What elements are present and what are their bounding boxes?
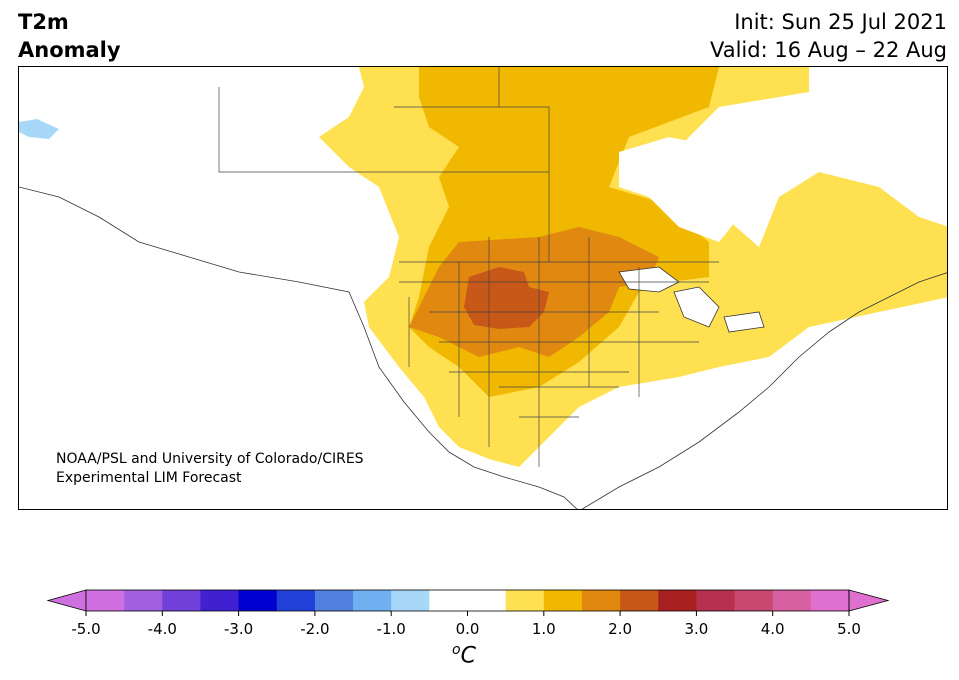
- unit-base: C: [460, 643, 476, 669]
- colorbar-swatch: [810, 590, 850, 611]
- map-canvas: [19, 67, 947, 509]
- colorbar-swatch: [772, 590, 812, 611]
- colorbar-swatch: [543, 590, 583, 611]
- colorbar-arrow-low: [46, 589, 87, 612]
- colorbar-swatch: [162, 590, 201, 611]
- colorbar-tick-label: 2.0: [608, 620, 633, 638]
- colorbar-tick-label: 4.0: [760, 620, 785, 638]
- valid-date: Valid: 16 Aug – 22 Aug: [709, 38, 947, 62]
- colorbar-tick-label: 3.0: [684, 620, 709, 638]
- colorbar-swatch: [467, 590, 507, 611]
- hudson-bay: [619, 137, 749, 242]
- colorbar-tick-label: -1.0: [376, 620, 406, 638]
- coastline: [19, 186, 947, 509]
- colorbar-swatch: [658, 590, 697, 611]
- colorbar-swatch: [734, 590, 774, 611]
- unit-superscript: o: [452, 642, 461, 658]
- colorbar-swatch: [696, 590, 736, 611]
- colorbar-tick-label: 0.0: [455, 620, 480, 638]
- colorbar-swatch: [429, 590, 468, 611]
- anomaly-map: NOAA/PSL and University of Colorado/CIRE…: [18, 66, 948, 510]
- colorbar-swatch: [620, 590, 659, 611]
- credit-line-1: NOAA/PSL and University of Colorado/CIRE…: [56, 451, 364, 467]
- map-title: T2m Anomaly: [18, 8, 121, 64]
- forecast-dates: Init: Sun 25 Jul 2021 Valid: 16 Aug – 22…: [710, 8, 947, 64]
- colorbar-swatch: [200, 590, 240, 611]
- colorbar-ticks: [85, 611, 850, 616]
- colorbar-arrow-high: [848, 589, 890, 612]
- title-line-2: Anomaly: [18, 38, 121, 62]
- colorbar-swatch: [314, 590, 354, 611]
- map-credit: NOAA/PSL and University of Colorado/CIRE…: [56, 450, 364, 488]
- colorbar-swatch: [505, 590, 545, 611]
- colorbar-unit: oC: [452, 642, 476, 668]
- state-borders: [399, 237, 719, 467]
- colorbar-swatch: [353, 590, 392, 611]
- canada-borders: [218, 67, 550, 262]
- colorbar-tick-label: -2.0: [300, 620, 330, 638]
- great-lakes: [618, 266, 765, 333]
- title-line-1: T2m: [18, 10, 69, 34]
- colorbar-tick-label: 5.0: [837, 620, 861, 638]
- colorbar-tick-label: -4.0: [147, 620, 177, 638]
- alaska-cool-patch: [19, 119, 59, 139]
- anomaly-region-core: [464, 267, 549, 329]
- credit-line-2: Experimental LIM Forecast: [56, 470, 242, 486]
- colorbar-swatch: [581, 590, 621, 611]
- colorbar-swatch: [86, 590, 125, 611]
- colorbar-tick-label: -3.0: [223, 620, 254, 638]
- init-date: Init: Sun 25 Jul 2021: [734, 10, 947, 34]
- colorbar-boxes: [46, 589, 890, 612]
- colorbar-tick-label: 1.0: [531, 620, 556, 638]
- colorbar-tick-label: -5.0: [71, 620, 101, 638]
- colorbar-swatch: [238, 590, 278, 611]
- colorbar-swatch: [276, 590, 316, 611]
- colorbar-swatch: [391, 590, 430, 611]
- colorbar-swatch: [124, 590, 163, 611]
